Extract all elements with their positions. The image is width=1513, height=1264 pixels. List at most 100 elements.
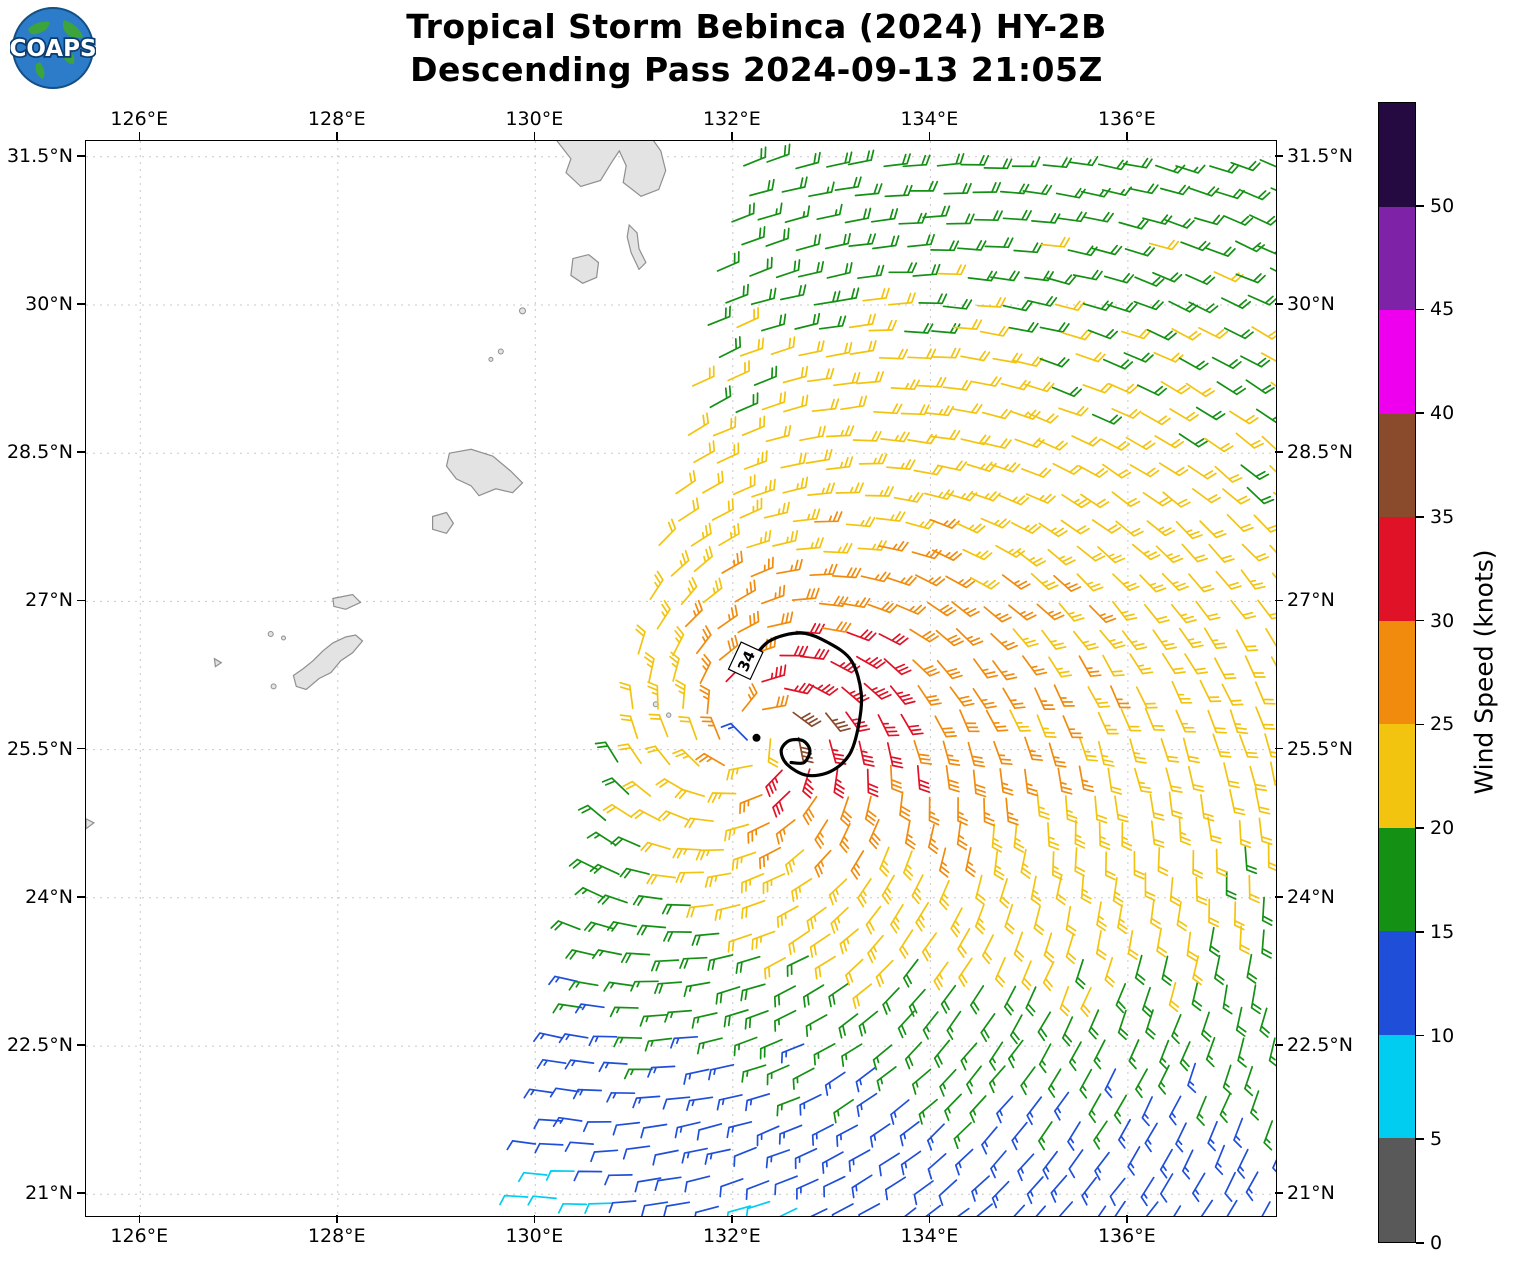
wind-barb bbox=[1161, 572, 1189, 592]
wind-barb bbox=[806, 367, 835, 383]
island-kerama bbox=[213, 657, 223, 668]
wind-barb bbox=[1002, 300, 1033, 312]
wind-barb bbox=[716, 442, 740, 464]
wind-barb bbox=[699, 684, 711, 715]
wind-barb bbox=[972, 687, 997, 709]
contour-label-box bbox=[727, 641, 764, 681]
wind-barb bbox=[825, 425, 855, 438]
wind-barb bbox=[872, 235, 900, 250]
wind-barb bbox=[791, 587, 820, 601]
wind-barb bbox=[1054, 300, 1085, 312]
wind-barb bbox=[1181, 543, 1209, 563]
wind-barb bbox=[749, 178, 775, 197]
contour-34kt-label: 34 bbox=[727, 641, 764, 681]
wind-barb bbox=[973, 210, 1003, 222]
wind-barb bbox=[1095, 930, 1107, 961]
wind-barb bbox=[727, 933, 753, 953]
wind-barb bbox=[1270, 381, 1276, 388]
wind-barb bbox=[741, 415, 766, 437]
wind-barb bbox=[761, 694, 789, 711]
wind-barb bbox=[850, 850, 865, 880]
wind-barb bbox=[1267, 843, 1276, 872]
x-tick-label-top: 126°E bbox=[110, 108, 169, 130]
wind-barb bbox=[739, 337, 765, 357]
wind-barb bbox=[938, 847, 950, 878]
wind-barb bbox=[832, 287, 860, 303]
wind-barb bbox=[802, 795, 818, 826]
wind-barb bbox=[884, 1176, 907, 1201]
wind-barb bbox=[1091, 244, 1123, 256]
wind-barb bbox=[772, 530, 799, 547]
wind-barb bbox=[712, 416, 737, 437]
wind-barb bbox=[779, 645, 809, 657]
wind-barb bbox=[654, 1176, 682, 1192]
wind-barb bbox=[763, 501, 790, 519]
wind-barb bbox=[834, 176, 862, 191]
wind-barb bbox=[924, 405, 955, 417]
wind-barb bbox=[711, 498, 734, 521]
wind-barb bbox=[1097, 159, 1129, 171]
wind-barb bbox=[931, 347, 961, 359]
wind-barb bbox=[674, 679, 686, 709]
wind-barb bbox=[1050, 1174, 1068, 1203]
wind-barb bbox=[1120, 708, 1142, 732]
wind-barb bbox=[1107, 767, 1123, 795]
wind-barb bbox=[726, 764, 753, 781]
wind-barb bbox=[933, 961, 949, 991]
wind-barb bbox=[1031, 212, 1061, 224]
wind-barb bbox=[1099, 629, 1126, 649]
colorbar-segment bbox=[1379, 413, 1415, 518]
wind-barb bbox=[1075, 352, 1106, 363]
wind-barb bbox=[1257, 599, 1276, 620]
wind-barb bbox=[700, 716, 721, 740]
wind-barb bbox=[1195, 876, 1208, 906]
wind-barb bbox=[1088, 1009, 1100, 1040]
wind-barb bbox=[862, 287, 890, 302]
wind-barb bbox=[1002, 209, 1032, 221]
wind-barb bbox=[734, 579, 757, 603]
island-minami-daito bbox=[666, 712, 672, 718]
wind-barb bbox=[780, 1043, 805, 1064]
wind-barb bbox=[1042, 157, 1073, 169]
wind-barb bbox=[1175, 1122, 1187, 1153]
wind-barb bbox=[1156, 927, 1167, 958]
wind-barb bbox=[955, 628, 984, 646]
wind-barb bbox=[557, 1202, 588, 1214]
wind-barb bbox=[913, 740, 933, 765]
wind-barb bbox=[574, 1003, 605, 1014]
wind-barb bbox=[1072, 269, 1103, 281]
wind-barb bbox=[1087, 686, 1111, 708]
wind-barb bbox=[952, 403, 983, 415]
wind-barb bbox=[1108, 382, 1139, 394]
wind-barb bbox=[1053, 574, 1082, 592]
wind-barb bbox=[904, 819, 916, 850]
wind-barb bbox=[1162, 491, 1191, 508]
wind-barb bbox=[878, 1152, 900, 1177]
wind-barb bbox=[1121, 822, 1133, 851]
wind-barb bbox=[1159, 184, 1191, 196]
wind-barb bbox=[1057, 767, 1073, 795]
wind-barb bbox=[640, 1123, 668, 1139]
wind-barb bbox=[1115, 983, 1127, 1014]
wind-barb bbox=[741, 226, 766, 246]
wind-barb bbox=[1171, 1013, 1182, 1045]
wind-barb bbox=[1245, 379, 1275, 394]
wind-barb bbox=[765, 227, 790, 247]
wind-barb bbox=[655, 778, 686, 792]
wind-barb bbox=[1152, 271, 1183, 283]
wind-barb bbox=[1110, 685, 1131, 709]
wind-barb bbox=[1061, 1016, 1074, 1047]
wind-barb bbox=[870, 208, 899, 223]
wind-barb bbox=[1068, 1149, 1084, 1179]
storm-center-marker bbox=[752, 733, 761, 742]
wind-barb bbox=[1235, 432, 1264, 449]
wind-barb bbox=[1149, 793, 1165, 821]
wind-barb bbox=[1244, 1065, 1254, 1097]
wind-barb bbox=[912, 659, 940, 677]
wind-barb bbox=[1192, 849, 1204, 879]
wind-barb bbox=[1074, 819, 1086, 849]
wind-barb bbox=[1214, 657, 1237, 680]
wind-barb bbox=[866, 768, 879, 798]
wind-barb bbox=[741, 683, 758, 712]
wind-barb bbox=[799, 1093, 822, 1116]
